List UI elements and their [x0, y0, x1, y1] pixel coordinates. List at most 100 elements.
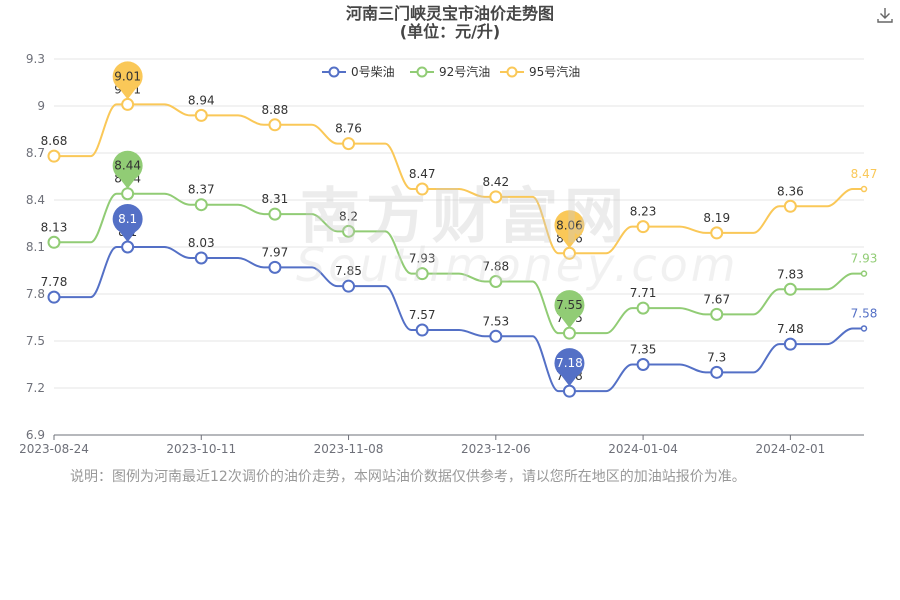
- y-tick-label: 8.7: [26, 146, 45, 160]
- data-point: [489, 274, 503, 288]
- legend-item[interactable]: 95号汽油: [500, 64, 580, 79]
- data-label: 8.47: [851, 167, 878, 181]
- data-label: 7.71: [630, 286, 657, 300]
- data-point: [415, 182, 429, 196]
- data-point: [860, 185, 868, 193]
- data-point: [342, 279, 356, 293]
- data-point: [342, 137, 356, 151]
- data-label: 7.85: [335, 264, 362, 278]
- data-label: 8.47: [409, 167, 436, 181]
- y-tick-label: 7.2: [26, 381, 45, 395]
- legend-label: 0号柴油: [351, 65, 395, 79]
- data-label: 7.97: [262, 245, 289, 259]
- legend[interactable]: 0号柴油 92号汽油 95号汽油: [322, 64, 580, 79]
- legend-label: 92号汽油: [439, 64, 490, 79]
- data-point: [194, 198, 208, 212]
- data-label: 7.78: [41, 275, 68, 289]
- y-axis: 6.9 7.2 7.5 7.8 8.1 8.4 8.7 9 9.3: [26, 52, 45, 442]
- pin-marker: 9.01: [112, 61, 143, 100]
- grid-lines: [54, 58, 864, 389]
- x-tick-label: 2023-10-11: [166, 442, 236, 456]
- y-tick-label: 9: [37, 99, 45, 113]
- watermark-cn: 南方财富网: [300, 182, 630, 252]
- data-label: 7.67: [703, 292, 730, 306]
- pin-label: 8.06: [556, 218, 583, 232]
- data-point: [783, 282, 797, 296]
- legend-swatch-dot: [416, 66, 428, 78]
- y-tick-label: 7.8: [26, 287, 45, 301]
- y-tick-label: 8.1: [26, 240, 45, 254]
- data-label: 7.53: [482, 314, 509, 328]
- data-point: [860, 270, 868, 277]
- y-tick-label: 7.5: [26, 334, 45, 348]
- data-point: [194, 108, 208, 122]
- series-line: [54, 246, 864, 393]
- download-icon[interactable]: [876, 6, 894, 24]
- legend-swatch-dot: [328, 66, 340, 78]
- data-point: [710, 226, 724, 240]
- pin-marker: 8.1: [112, 204, 143, 242]
- data-point: [710, 365, 724, 379]
- data-label: 7.88: [482, 259, 509, 273]
- data-point: [860, 325, 868, 332]
- data-point: [636, 358, 650, 371]
- pin-marker: 7.55: [554, 290, 585, 329]
- pin-label: 8.44: [114, 159, 141, 173]
- pin-head: [112, 61, 143, 92]
- pin-label: 7.55: [556, 298, 583, 312]
- data-point: [562, 384, 576, 398]
- data-point: [710, 307, 724, 321]
- data-point: [415, 267, 429, 281]
- data-label: 8.19: [703, 211, 730, 225]
- pin-label: 9.01: [114, 69, 141, 83]
- data-label: 7.58: [851, 306, 878, 320]
- data-label: 8.88: [262, 103, 289, 117]
- pin-head: [554, 210, 585, 241]
- data-point: [636, 301, 650, 315]
- chart-title: 河南三门峡灵宝市油价走势图: [345, 4, 554, 23]
- data-point: [121, 97, 135, 111]
- data-point: [783, 337, 797, 351]
- data-point: [47, 290, 61, 304]
- data-point: [415, 323, 429, 337]
- data-point: [489, 190, 503, 204]
- series-layer: [47, 97, 868, 398]
- data-point: [47, 149, 61, 163]
- series-line: [54, 103, 864, 255]
- x-tick-label: 2023-12-06: [461, 442, 531, 456]
- data-label: 7.48: [777, 322, 804, 336]
- y-tick-label: 8.4: [26, 193, 45, 207]
- data-label: 8.37: [188, 183, 215, 197]
- data-label: 7.93: [409, 252, 436, 266]
- pin-markers: 8.1 7.18 8.44 7.55 9.01 8.06: [112, 61, 585, 387]
- x-tick-label: 2024-02-01: [755, 442, 825, 456]
- x-axis: 2023-08-24 2023-10-11 2023-11-08 2023-12-06…: [19, 434, 864, 456]
- data-label: 8.13: [41, 220, 68, 234]
- pin-head: [112, 204, 143, 234]
- pin-marker: 8.06: [554, 210, 585, 249]
- legend-item[interactable]: 0号柴油: [322, 65, 395, 79]
- data-label: 7.57: [409, 308, 436, 322]
- data-point: [268, 118, 282, 132]
- data-point: [783, 199, 797, 213]
- data-label: 7.35: [630, 343, 657, 357]
- pin-marker: 8.44: [112, 150, 143, 189]
- data-label: 7.83: [777, 267, 804, 281]
- data-label: 8.31: [262, 192, 289, 206]
- data-point: [268, 260, 282, 274]
- data-label: 8.94: [188, 93, 215, 107]
- data-point: [47, 235, 61, 249]
- data-label: 8.2: [339, 209, 358, 223]
- data-point: [121, 240, 135, 254]
- data-label: 8.03: [188, 236, 215, 250]
- x-tick-label: 2023-11-08: [314, 442, 384, 456]
- pin-head: [112, 150, 143, 181]
- pin-label: 8.1: [118, 212, 137, 226]
- data-label: 8.23: [630, 205, 657, 219]
- data-point: [194, 251, 208, 265]
- legend-item[interactable]: 92号汽油: [410, 64, 490, 79]
- data-label: 8.68: [41, 134, 68, 148]
- chart-note: 说明：图例为河南最近12次调价的油价走势，本网站油价数据仅供参考，请以您所在地区…: [70, 469, 746, 485]
- pin-head: [554, 290, 585, 321]
